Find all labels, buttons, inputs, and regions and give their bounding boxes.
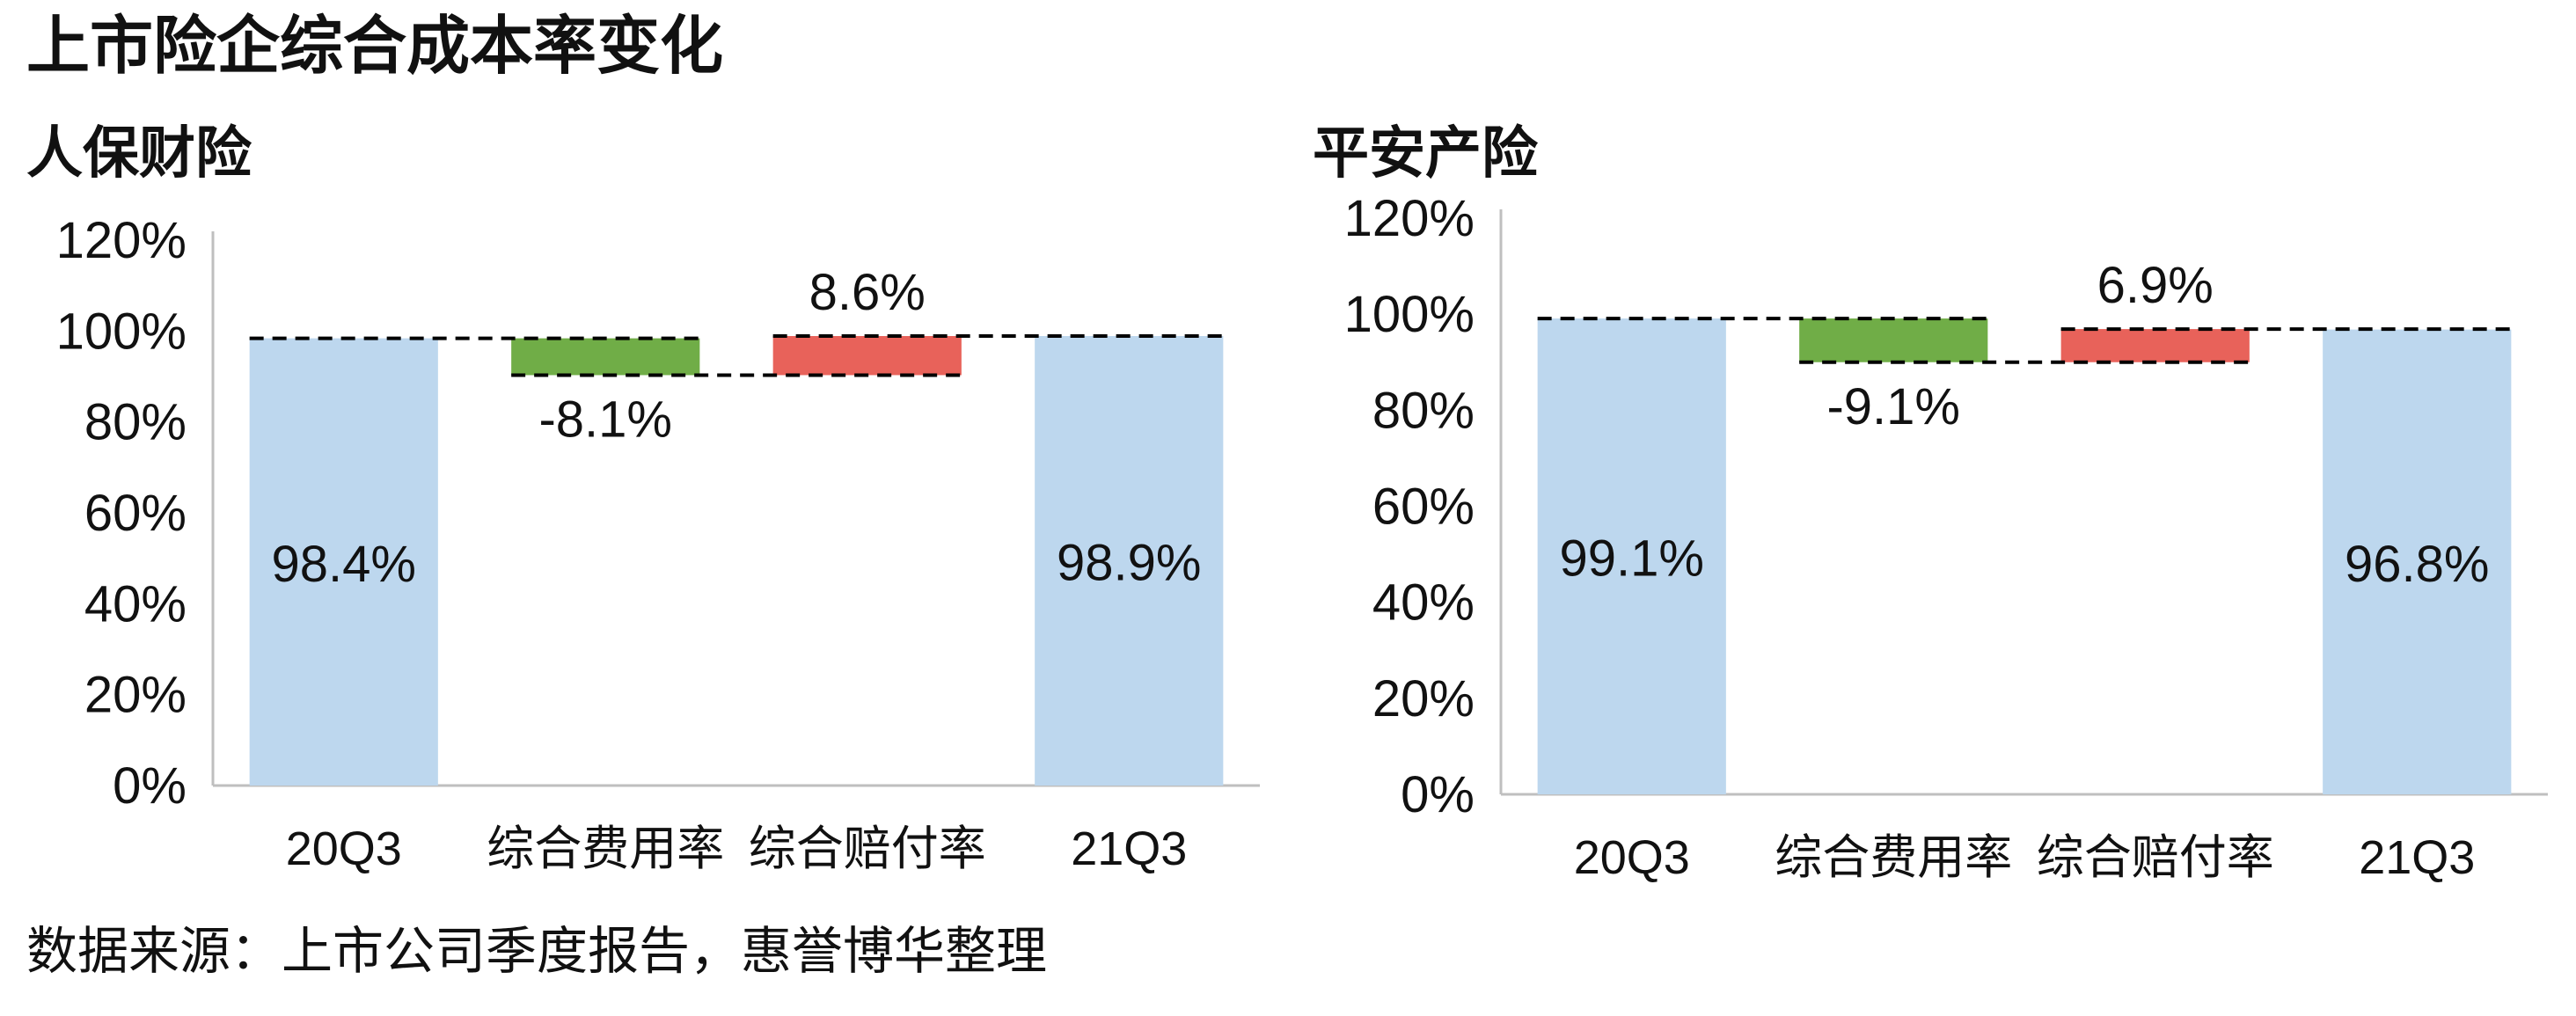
left-category-label: 20Q3 bbox=[286, 822, 402, 875]
left-y-tick-label: 20% bbox=[84, 667, 187, 724]
left-data-label: 8.6% bbox=[809, 264, 926, 321]
right-y-tick-label: 80% bbox=[1372, 382, 1475, 439]
right-y-tick-label: 20% bbox=[1372, 670, 1475, 727]
left-y-tick-label: 120% bbox=[56, 212, 187, 269]
right-category-label: 综合赔付率 bbox=[2037, 831, 2274, 884]
left-bar-decrease bbox=[511, 338, 700, 376]
right-bar-decrease bbox=[1799, 318, 1988, 362]
left-y-tick-label: 0% bbox=[113, 757, 187, 815]
right-y-tick-label: 100% bbox=[1344, 286, 1475, 343]
left-y-tick-label: 40% bbox=[84, 575, 187, 632]
right-y-tick-label: 60% bbox=[1372, 479, 1475, 536]
right-bar-total bbox=[2323, 329, 2512, 795]
left-bar-increase bbox=[772, 336, 962, 376]
right-category-label: 综合费用率 bbox=[1775, 831, 2012, 884]
right-waterfall-chart: 0% 20% 40% 60% 80% 100% 120% 99.1% -9.1% 6.9% 96.8… bbox=[1344, 190, 2548, 884]
right-bar-increase bbox=[2060, 329, 2250, 362]
right-data-label: 96.8% bbox=[2345, 536, 2489, 593]
right-category-label: 20Q3 bbox=[1574, 831, 1690, 884]
left-category-label: 21Q3 bbox=[1071, 822, 1187, 875]
right-y-tick-label: 40% bbox=[1372, 574, 1475, 632]
right-y-tick-label: 120% bbox=[1344, 190, 1475, 247]
left-data-label: 98.9% bbox=[1057, 535, 1201, 592]
left-y-tick-label: 60% bbox=[84, 485, 187, 542]
left-bar-total bbox=[1035, 336, 1224, 786]
left-category-label: 综合赔付率 bbox=[749, 822, 986, 875]
right-y-tick-label: 0% bbox=[1401, 766, 1475, 823]
left-data-label: -8.1% bbox=[538, 391, 672, 448]
left-bar-total bbox=[249, 338, 438, 786]
left-y-tick-label: 100% bbox=[56, 303, 187, 360]
right-data-label: 99.1% bbox=[1560, 530, 1704, 588]
right-category-label: 21Q3 bbox=[2359, 831, 2475, 884]
left-category-label: 综合费用率 bbox=[487, 822, 724, 875]
left-data-label: 98.4% bbox=[272, 536, 416, 593]
left-y-tick-label: 80% bbox=[84, 394, 187, 451]
source-note: 数据来源：上市公司季度报告，惠誉博华整理 bbox=[26, 921, 1048, 981]
right-chart-title: 平安产险 bbox=[1313, 121, 1538, 186]
right-data-label: -9.1% bbox=[1826, 378, 1960, 435]
right-bar-total bbox=[1537, 318, 1726, 794]
right-data-label: 6.9% bbox=[2097, 257, 2214, 314]
main-title: 上市险企综合成本率变化 bbox=[26, 9, 724, 83]
left-chart-title: 人保财险 bbox=[26, 121, 252, 186]
left-waterfall-chart: 0% 20% 40% 60% 80% 100% 120% 98.4% -8.1% 8.6% 98.9… bbox=[56, 212, 1260, 875]
